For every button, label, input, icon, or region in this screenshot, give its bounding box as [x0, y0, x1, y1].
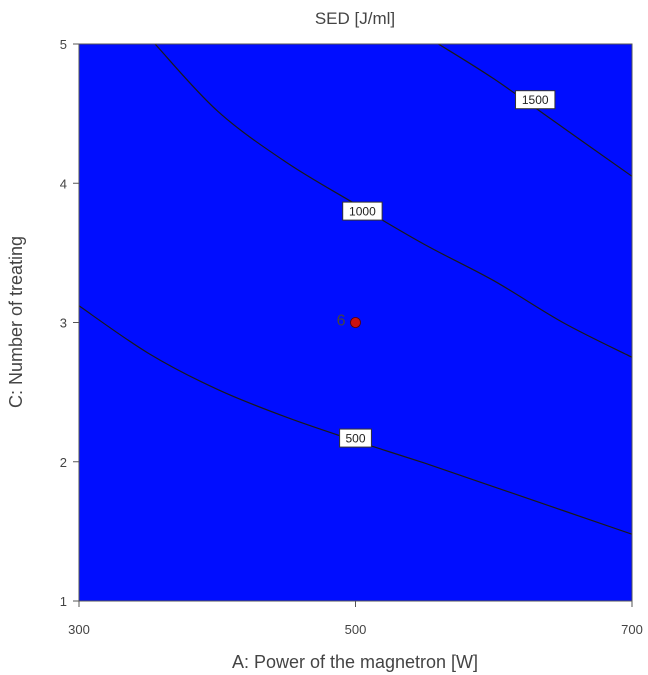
- y-axis-ticks: 1 2 3 4 5: [60, 37, 79, 609]
- x-tick-label: 700: [621, 622, 643, 637]
- contour-label-box: [515, 90, 556, 110]
- x-tick-label: 500: [345, 622, 367, 637]
- design-point-label: 6: [337, 313, 346, 330]
- contour-label-box: [342, 201, 383, 221]
- y-tick-label: 3: [60, 316, 67, 331]
- contour-label: 1500: [522, 93, 549, 107]
- y-tick-label: 2: [60, 455, 67, 470]
- response-surface: [79, 44, 632, 601]
- y-axis-label: C: Number of treating: [6, 236, 26, 408]
- contour-label: 500: [345, 432, 365, 446]
- y-tick-label: 5: [60, 37, 67, 52]
- design-points: 6: [337, 313, 361, 330]
- y-tick-label: 1: [60, 594, 67, 609]
- contour-labels: 500 1000 1500: [339, 90, 556, 448]
- y-tick-label: 4: [60, 176, 67, 191]
- x-tick-label: 300: [68, 622, 90, 637]
- contour-label-box: [339, 428, 372, 448]
- contour-label: 1000: [349, 205, 376, 219]
- chart-title: SED [J/ml]: [315, 9, 395, 28]
- x-axis-ticks: 300 500 700: [68, 601, 643, 637]
- design-point: [350, 317, 361, 328]
- x-axis-label: A: Power of the magnetron [W]: [232, 652, 478, 672]
